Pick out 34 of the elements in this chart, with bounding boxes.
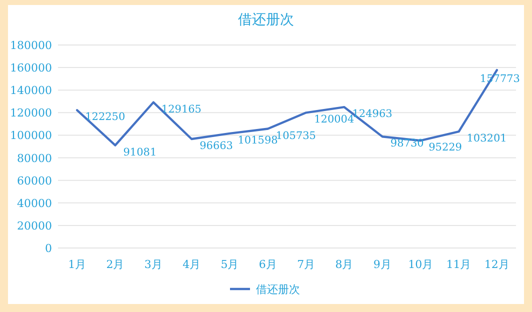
data-label: 91081 bbox=[123, 146, 157, 158]
y-tick-label: 80000 bbox=[17, 152, 52, 165]
y-tick-label: 140000 bbox=[10, 84, 52, 98]
y-tick-label: 0 bbox=[45, 242, 52, 255]
x-tick-label: 3月 bbox=[144, 258, 162, 271]
x-tick-label: 5月 bbox=[220, 258, 239, 271]
x-tick-label: 2月 bbox=[106, 258, 124, 271]
y-tick-label: 100000 bbox=[10, 129, 52, 142]
x-tick-label: 6月 bbox=[258, 258, 277, 271]
data-label: 95229 bbox=[428, 142, 462, 154]
y-tick-label: 120000 bbox=[10, 106, 52, 120]
x-tick-label: 4月 bbox=[182, 258, 201, 271]
data-label: 120004 bbox=[314, 114, 354, 126]
y-tick-label: 20000 bbox=[17, 219, 52, 232]
x-tick-label: 10月 bbox=[408, 258, 434, 271]
legend-label: 借还册次 bbox=[256, 283, 300, 296]
chart-title: 借还册次 bbox=[238, 12, 294, 28]
data-label: 105735 bbox=[276, 130, 316, 142]
y-tick-label: 160000 bbox=[10, 62, 52, 75]
x-tick-label: 12月 bbox=[484, 258, 510, 271]
x-tick-label: 1月 bbox=[68, 258, 86, 271]
x-tick-label: 7月 bbox=[297, 258, 316, 271]
x-tick-label: 11月 bbox=[446, 258, 472, 271]
y-tick-label: 60000 bbox=[17, 174, 52, 188]
x-tick-label: 9月 bbox=[373, 258, 392, 271]
data-label: 96663 bbox=[200, 140, 233, 152]
y-tick-label: 180000 bbox=[10, 39, 52, 52]
data-label: 101598 bbox=[238, 134, 278, 146]
data-label: 98730 bbox=[390, 138, 424, 150]
x-tick-label: 8月 bbox=[335, 258, 354, 271]
data-label: 103201 bbox=[466, 132, 507, 145]
data-label: 129165 bbox=[161, 103, 202, 116]
data-label: 122250 bbox=[85, 111, 126, 124]
y-tick-label: 40000 bbox=[17, 196, 52, 210]
